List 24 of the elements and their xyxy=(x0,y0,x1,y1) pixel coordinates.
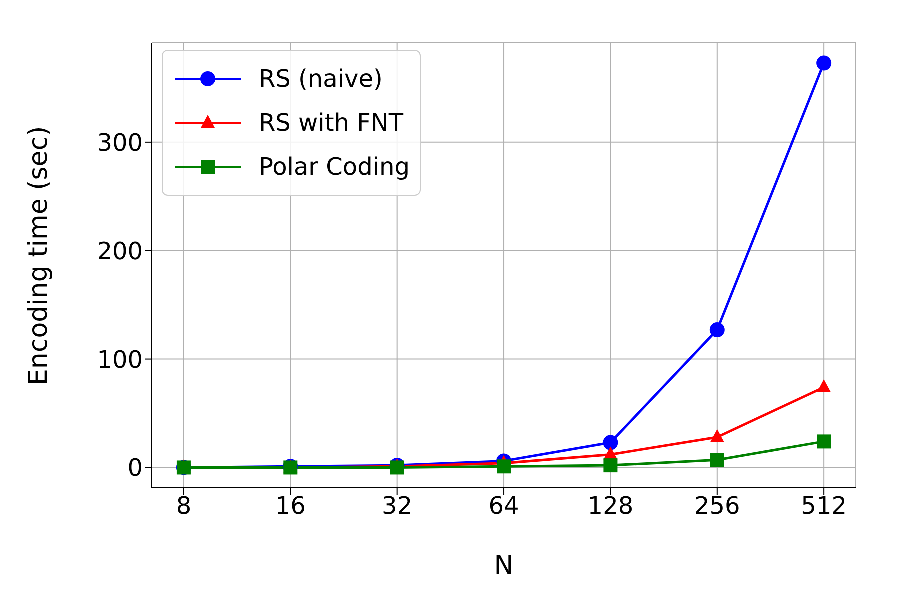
y-tick-label: 200 xyxy=(97,237,143,266)
x-tick-label: 8 xyxy=(176,492,192,520)
y-tick-label: 300 xyxy=(97,128,143,157)
point xyxy=(710,322,725,338)
point xyxy=(603,435,618,450)
x-tick-label: 256 xyxy=(694,492,740,520)
x-axis-title: N xyxy=(494,551,514,581)
y-axis-title: Encoding time (sec) xyxy=(24,126,54,386)
x-tick-label: 128 xyxy=(588,492,634,520)
x-tick-label: 64 xyxy=(488,492,520,520)
point xyxy=(497,460,512,474)
x-tick-label: 512 xyxy=(801,492,847,520)
legend-label: Polar Coding xyxy=(259,153,410,181)
point xyxy=(604,458,618,473)
point xyxy=(390,460,404,475)
point xyxy=(817,434,832,449)
y-tick-label: 100 xyxy=(97,346,143,374)
x-tick-label: 16 xyxy=(275,492,306,520)
x-tick-label: 32 xyxy=(382,492,413,520)
point xyxy=(816,56,832,71)
point xyxy=(710,453,724,468)
legend-label: RS (naive) xyxy=(259,65,383,93)
y-tick-label: 0 xyxy=(128,454,143,482)
legend-label: RS with FNT xyxy=(259,109,404,137)
